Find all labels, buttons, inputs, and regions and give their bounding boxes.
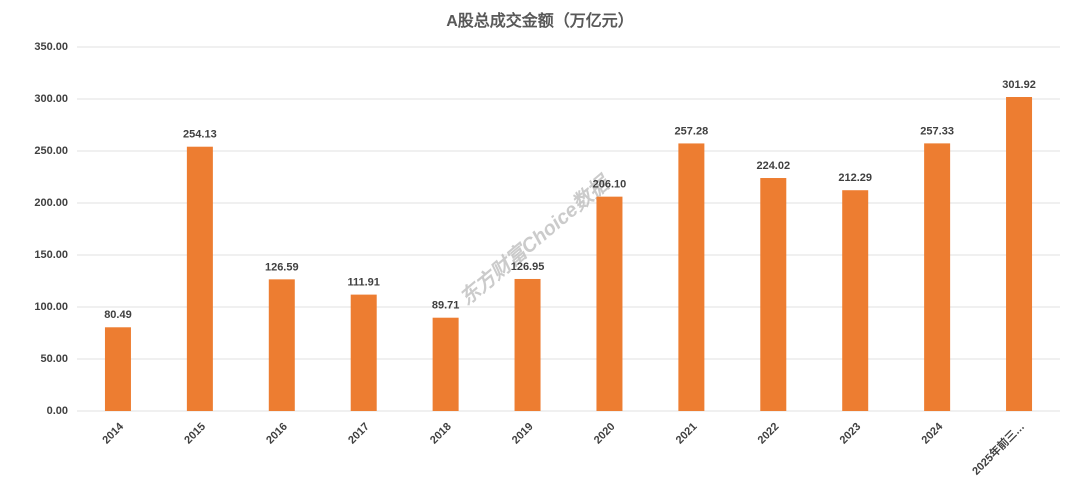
y-tick-label: 50.00 xyxy=(40,353,68,365)
data-label: 257.28 xyxy=(675,125,709,137)
bar xyxy=(1006,97,1033,411)
y-tick-label: 200.00 xyxy=(34,197,68,209)
y-tick-label: 300.00 xyxy=(34,93,68,105)
data-label: 206.10 xyxy=(593,179,627,191)
bar xyxy=(514,278,541,411)
bar xyxy=(678,143,705,411)
x-tick-label: 2015 xyxy=(182,421,208,447)
bar xyxy=(432,317,459,411)
x-tick-label: 2019 xyxy=(510,421,536,447)
x-tick-label: 2025年前三… xyxy=(969,419,1027,477)
data-label: 126.95 xyxy=(511,261,545,273)
x-tick-label: 2016 xyxy=(264,421,290,447)
bar xyxy=(760,178,787,411)
x-tick-label: 2020 xyxy=(592,421,618,447)
bar xyxy=(842,190,869,411)
y-tick-label: 0.00 xyxy=(47,405,68,417)
y-tick-label: 150.00 xyxy=(34,249,68,261)
y-tick-label: 100.00 xyxy=(34,301,68,313)
data-label: 80.49 xyxy=(104,309,132,321)
x-tick-label: 2014 xyxy=(100,420,126,446)
data-label: 301.92 xyxy=(1002,79,1036,91)
bar xyxy=(924,143,951,411)
x-tick-label: 2024 xyxy=(920,420,946,446)
y-tick-label: 250.00 xyxy=(34,145,68,157)
chart-title: A股总成交金额（万亿元） xyxy=(446,11,634,30)
bar xyxy=(596,196,623,411)
x-tick-label: 2023 xyxy=(838,421,864,447)
data-label: 224.02 xyxy=(756,160,790,172)
data-label: 89.71 xyxy=(432,300,460,312)
x-tick-label: 2017 xyxy=(346,421,372,447)
data-label: 257.33 xyxy=(920,125,954,137)
data-label: 126.59 xyxy=(265,261,299,273)
bar xyxy=(350,294,377,411)
data-label: 212.29 xyxy=(838,172,872,184)
y-tick-label: 350.00 xyxy=(34,41,68,53)
bar xyxy=(268,279,295,411)
x-tick-label: 2021 xyxy=(674,421,700,447)
bar xyxy=(104,327,131,411)
data-label: 111.91 xyxy=(347,277,379,289)
x-tick-label: 2018 xyxy=(428,421,454,447)
x-tick-label: 2022 xyxy=(756,421,782,447)
data-label: 254.13 xyxy=(183,129,217,141)
bar xyxy=(186,146,213,411)
